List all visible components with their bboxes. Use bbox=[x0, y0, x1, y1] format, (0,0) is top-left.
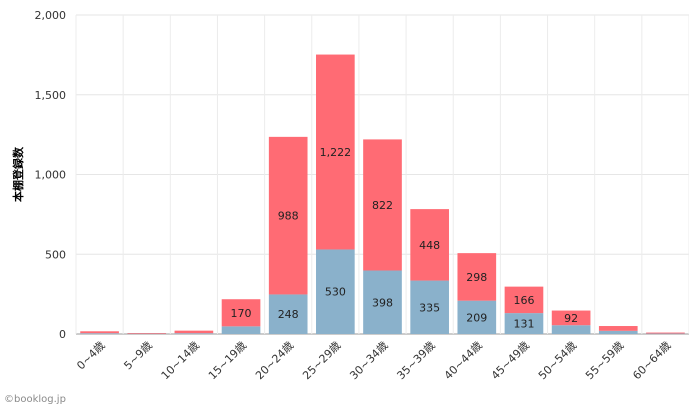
gridlines bbox=[75, 14, 689, 335]
bar-segment bbox=[646, 332, 685, 334]
bar-segment bbox=[316, 249, 355, 334]
x-tick-label: 10~14歳 bbox=[159, 339, 202, 382]
y-tick-label: 500 bbox=[45, 248, 66, 261]
bar-segment bbox=[504, 313, 544, 334]
bar-segment bbox=[410, 209, 449, 281]
bar-segment bbox=[221, 326, 261, 334]
x-tick-label: 25~29歳 bbox=[300, 339, 343, 382]
data-label: 1,222 bbox=[320, 146, 352, 159]
data-label: 398 bbox=[372, 296, 393, 309]
bar-segment bbox=[221, 299, 261, 327]
data-label: 248 bbox=[278, 308, 299, 321]
data-label: 988 bbox=[278, 210, 299, 223]
bar-segment bbox=[551, 325, 591, 334]
data-label: 209 bbox=[466, 311, 487, 324]
x-tick-label: 55~59歳 bbox=[583, 339, 626, 382]
y-tick-label: 0 bbox=[59, 328, 66, 341]
bar-segment bbox=[410, 280, 449, 334]
data-label: 298 bbox=[466, 271, 487, 284]
bar-segment bbox=[174, 333, 214, 334]
y-axis-label: 本棚登録数 bbox=[11, 146, 25, 202]
x-tick-label: 40~44歳 bbox=[442, 339, 485, 382]
x-tick-label: 30~34歳 bbox=[347, 339, 390, 382]
bar-segment bbox=[457, 253, 497, 301]
x-tick-label: 5~9歳 bbox=[121, 339, 154, 372]
y-tick-label: 1,000 bbox=[35, 169, 67, 182]
bar-segment bbox=[551, 310, 591, 326]
bar-segment bbox=[363, 270, 402, 334]
x-tick-label: 35~39歳 bbox=[394, 339, 437, 382]
x-tick-label: 50~54歳 bbox=[536, 339, 579, 382]
x-tick-label: 60~64歳 bbox=[630, 339, 673, 382]
data-label: 530 bbox=[325, 286, 346, 299]
bar-segment bbox=[268, 294, 308, 334]
y-tick-label: 1,500 bbox=[35, 89, 67, 102]
data-label: 335 bbox=[419, 301, 440, 314]
x-tick-label: 15~19歳 bbox=[206, 339, 249, 382]
bar-segment bbox=[174, 330, 214, 334]
data-label: 822 bbox=[372, 199, 393, 212]
data-label: 170 bbox=[231, 307, 252, 320]
bar-segment bbox=[598, 326, 638, 331]
bar-segment bbox=[127, 333, 167, 334]
data-label: 166 bbox=[513, 294, 534, 307]
bar-segment bbox=[598, 330, 638, 334]
bar-segment bbox=[504, 286, 544, 314]
credit-text: ©booklog.jp bbox=[4, 394, 66, 405]
bar-segment bbox=[268, 136, 308, 295]
bar-segment bbox=[363, 139, 402, 271]
data-label: 131 bbox=[513, 318, 534, 331]
data-label: 448 bbox=[419, 239, 440, 252]
x-tick-label: 45~49歳 bbox=[489, 339, 532, 382]
data-labels: 170 248 988 530 1,222 398 822 335 448 209 298 131 16… bbox=[231, 146, 579, 331]
bars bbox=[80, 54, 685, 334]
bar-segment bbox=[80, 333, 119, 334]
bar-segment bbox=[80, 331, 119, 334]
x-tick-label: 0~4歳 bbox=[74, 339, 107, 372]
bar-segment bbox=[457, 300, 497, 334]
y-tick-label: 2,000 bbox=[35, 9, 67, 22]
bar-segment bbox=[316, 54, 355, 250]
x-tick-label: 20~24歳 bbox=[253, 339, 296, 382]
data-label: 92 bbox=[564, 312, 578, 325]
